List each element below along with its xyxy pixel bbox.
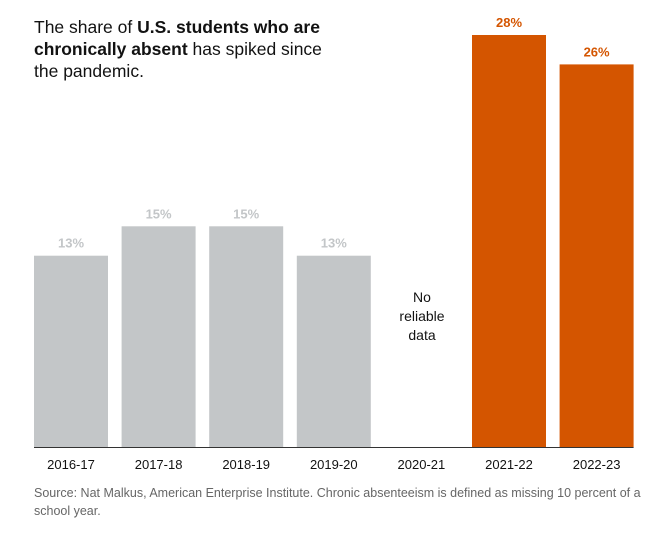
data-label-2017-18: 15% — [146, 206, 172, 221]
data-label-2018-19: 15% — [233, 206, 259, 221]
tick-label-2021-22: 2021-22 — [485, 457, 533, 472]
no-data-note: No reliable data — [399, 289, 445, 343]
tick-label-2020-21: 2020-21 — [398, 457, 446, 472]
tick-label-2017-18: 2017-18 — [135, 457, 183, 472]
tick-label-2016-17: 2016-17 — [47, 457, 95, 472]
data-label-2016-17: 13% — [58, 236, 84, 251]
bar-2018-19 — [209, 226, 284, 447]
bar-2021-22 — [472, 35, 546, 447]
bar-2017-18 — [121, 226, 196, 447]
bar-2022-23 — [559, 64, 634, 448]
tick-label-2019-20: 2019-20 — [310, 457, 358, 472]
chart-title: The share of U.S. students who are chron… — [34, 17, 322, 81]
tick-label-2022-23: 2022-23 — [573, 457, 621, 472]
source-note: Source: Nat Malkus, American Enterprise … — [34, 486, 641, 518]
data-label-2022-23: 26% — [584, 44, 610, 59]
tick-label-2018-19: 2018-19 — [222, 457, 270, 472]
chart-title-bold: U.S. students who are chronically absent — [34, 17, 320, 59]
bar-2019-20 — [296, 255, 371, 447]
data-label-2019-20: 13% — [321, 236, 347, 251]
bar-2016-17 — [34, 255, 108, 447]
data-label-2021-22: 28% — [496, 15, 522, 30]
